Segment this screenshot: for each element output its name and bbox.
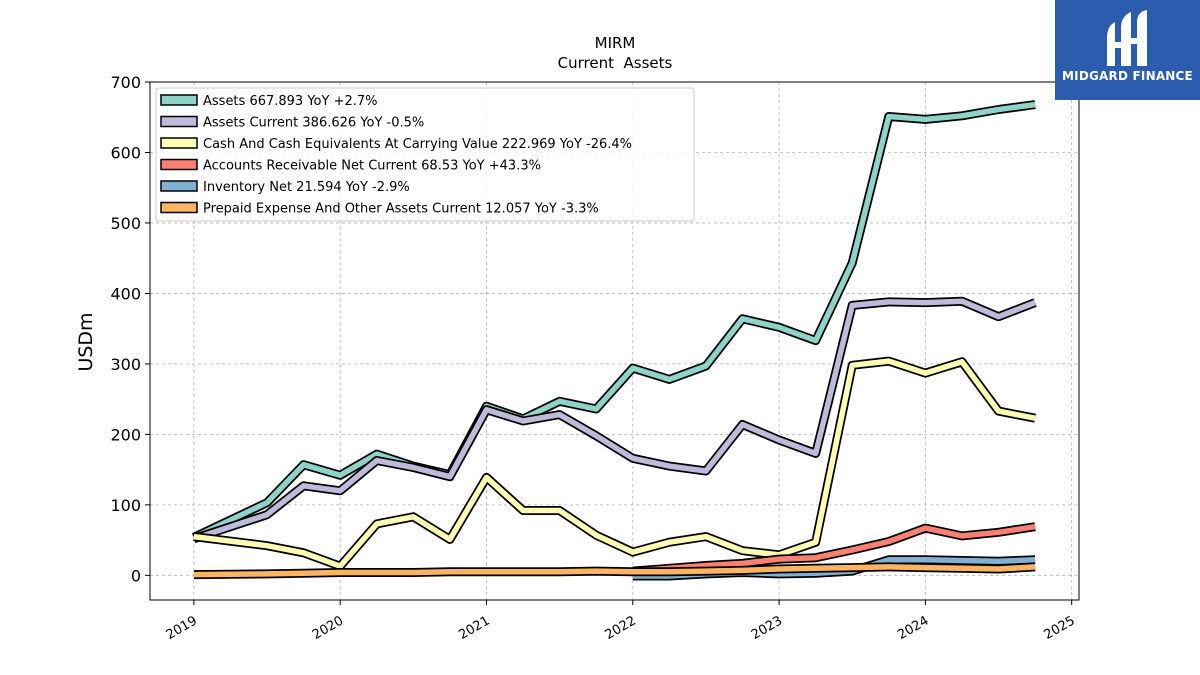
y-tick-label: 700: [110, 73, 141, 92]
brand-mark-icon: [1107, 10, 1147, 66]
legend-label: Inventory Net 21.594 YoY -2.9%: [203, 180, 410, 195]
plot-frame: [149, 81, 1080, 601]
legend-swatch: [160, 158, 198, 171]
x-tick-label: 2023: [749, 613, 785, 643]
y-tick-label: 100: [110, 496, 141, 515]
legend-swatch: [160, 115, 198, 128]
legend-label: Assets Current 386.626 YoY -0.5%: [203, 116, 424, 131]
series-line-outline: [192, 296, 1037, 543]
x-tick-label: 2021: [456, 613, 492, 643]
legend-label: Cash And Cash Equivalents At Carrying Va…: [203, 137, 632, 152]
series-line: [193, 358, 1036, 569]
y-tick-label: 500: [110, 214, 141, 233]
brand-logo: MIDGARD FINANCE: [1055, 0, 1200, 100]
series-line: [632, 523, 1036, 574]
y-tick-label: 300: [110, 355, 141, 374]
series-lines: [191, 100, 1037, 581]
series-line: [193, 298, 1037, 542]
x-tick-label: 2025: [1042, 613, 1078, 643]
legend: Assets 667.893 YoY +2.7% Assets Current 3…: [155, 87, 695, 222]
legend-swatch: [160, 137, 198, 149]
x-tick-label: 2019: [164, 613, 200, 643]
chart-title: MIRM: [595, 34, 636, 52]
y-tick-label: 400: [110, 284, 141, 303]
y-tick-label: 200: [110, 425, 141, 444]
x-tick-label: 2022: [603, 613, 639, 643]
legend-swatch: [160, 94, 198, 106]
legend-swatch: [160, 180, 198, 192]
x-axis-ticks: 2019 2020 2021 2022 2023 2024 2025: [164, 600, 1078, 643]
legend-label: Prepaid Expense And Other Assets Current…: [203, 202, 599, 217]
legend-label: Accounts Receivable Net Current 68.53 Yo…: [203, 159, 541, 174]
legend-box: [155, 87, 695, 222]
legend-swatch: [160, 201, 198, 214]
series-line: [193, 564, 1036, 578]
chart-subtitle: Current Assets: [558, 54, 673, 72]
brand-name: MIDGARD FINANCE: [1062, 69, 1193, 83]
x-tick-label: 2024: [895, 613, 931, 643]
x-tick-label: 2020: [310, 613, 346, 643]
y-axis-ticks: 0 100 200 300 400 500 600 700: [110, 73, 150, 585]
y-axis-label: USDm: [75, 312, 97, 371]
series-line: [192, 101, 1036, 540]
legend-label: Assets 667.893 YoY +2.7%: [203, 94, 378, 109]
y-tick-label: 600: [110, 143, 141, 162]
y-tick-label: 0: [131, 566, 141, 585]
